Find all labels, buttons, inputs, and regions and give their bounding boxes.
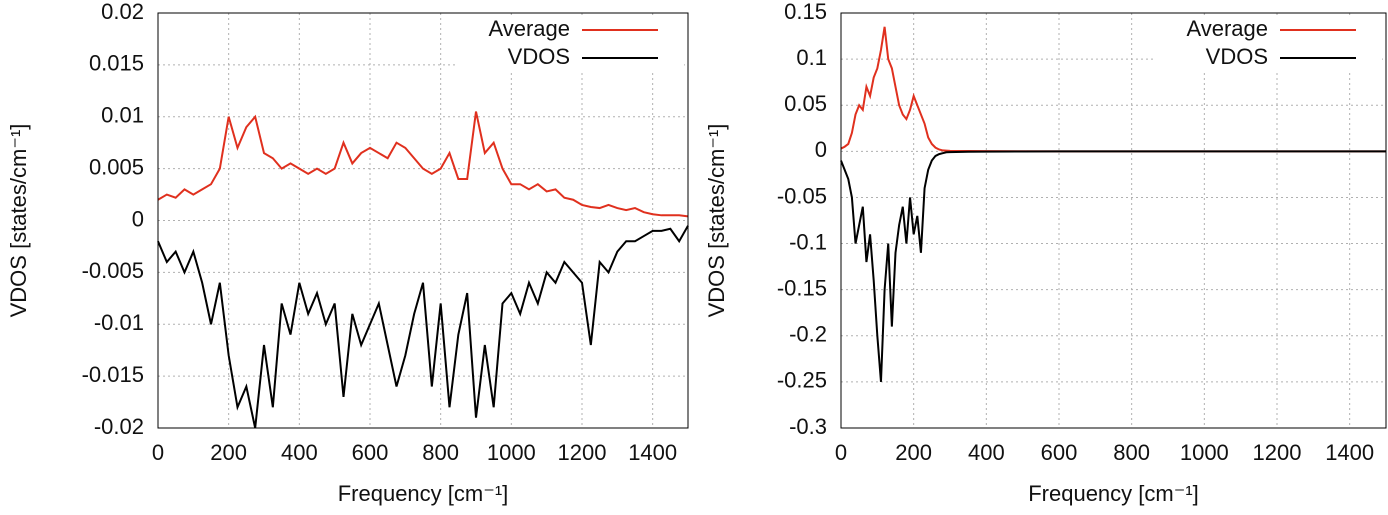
x-tick-label: 600 (352, 440, 389, 465)
x-tick-label: 1200 (1253, 440, 1302, 465)
y-tick-label: -0.01 (94, 310, 144, 335)
x-tick-label: 1000 (1180, 440, 1229, 465)
y-tick-label: 0.01 (101, 103, 144, 128)
y-tick-label: -0.25 (777, 368, 827, 393)
x-tick-label: 0 (152, 440, 164, 465)
y-tick-label: 0.005 (89, 154, 144, 179)
y-tick-label: 0.1 (796, 45, 827, 70)
x-tick-label: 1400 (1325, 440, 1374, 465)
x-tick-label: 200 (210, 440, 247, 465)
plot-frame (157, 12, 689, 429)
y-tick-label: -0.02 (94, 414, 144, 439)
y-tick-label: 0.02 (101, 0, 144, 24)
plot-frame (840, 12, 1387, 429)
x-tick-label: 1000 (487, 440, 536, 465)
x-tick-label: 600 (1041, 440, 1078, 465)
y-tick-label: -0.2 (789, 322, 827, 347)
series-line (157, 111, 689, 218)
y-axis-title: VDOS [states/cm⁻¹] (6, 124, 31, 318)
x-tick-label: 1200 (558, 440, 607, 465)
legend-label: VDOS (1206, 44, 1268, 69)
x-tick-label: 200 (895, 440, 932, 465)
y-tick-label: 0 (815, 137, 827, 162)
y-tick-label: -0.15 (777, 275, 827, 300)
y-tick-label: -0.05 (777, 183, 827, 208)
x-axis-title: Frequency [cm⁻¹] (1028, 481, 1199, 506)
y-tick-label: -0.015 (82, 362, 144, 387)
y-tick-label: -0.1 (789, 229, 827, 254)
x-tick-label: 400 (968, 440, 1005, 465)
x-tick-label: 0 (835, 440, 847, 465)
y-axis-title: VDOS [states/cm⁻¹] (704, 124, 729, 318)
legend-box (456, 15, 684, 73)
legend-box (1154, 15, 1382, 73)
legend-label: VDOS (508, 44, 570, 69)
y-tick-label: 0 (132, 206, 144, 231)
y-tick-label: 0.015 (89, 51, 144, 76)
y-tick-label: -0.005 (82, 258, 144, 283)
y-tick-label: 0.15 (784, 0, 827, 24)
series-line (840, 150, 1386, 382)
x-tick-label: 1400 (628, 440, 677, 465)
legend-label: Average (1186, 16, 1268, 41)
y-tick-label: -0.3 (789, 414, 827, 439)
x-tick-label: 800 (1113, 440, 1150, 465)
x-tick-label: 400 (281, 440, 318, 465)
x-tick-label: 800 (422, 440, 459, 465)
series-line (157, 225, 689, 429)
y-tick-label: 0.05 (784, 91, 827, 116)
legend-label: Average (488, 16, 570, 41)
x-axis-title: Frequency [cm⁻¹] (338, 481, 509, 506)
